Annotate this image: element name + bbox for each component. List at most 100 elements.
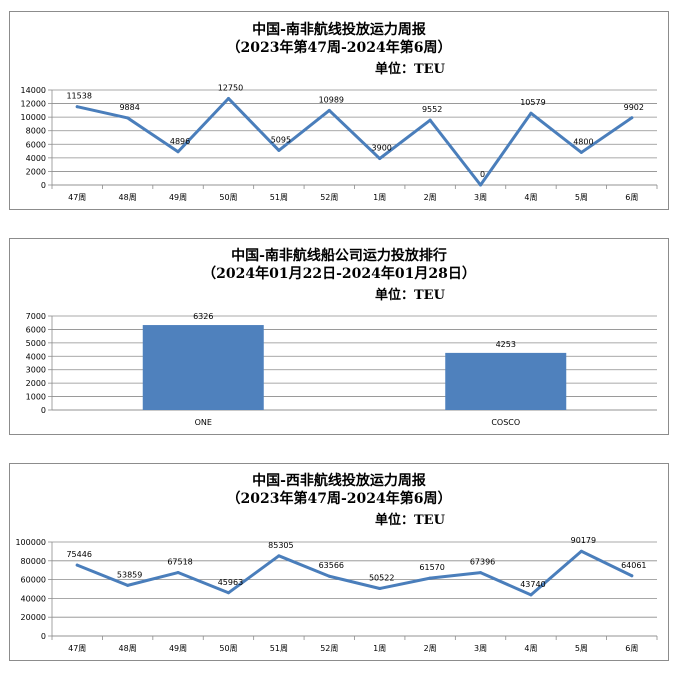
data-point [428, 118, 432, 122]
x-tick-label: 49周 [169, 193, 187, 202]
data-point [529, 593, 533, 597]
data-label: 4253 [496, 340, 516, 349]
y-tick-label: 14000 [21, 86, 46, 95]
data-label: 85305 [268, 541, 293, 550]
data-point [327, 108, 331, 112]
data-label: 12750 [218, 83, 243, 92]
data-label: 4896 [170, 137, 190, 146]
y-tick-label: 0 [41, 181, 46, 190]
x-tick-label: 1周 [373, 644, 386, 653]
y-tick-label: 2000 [26, 167, 46, 176]
data-point [75, 563, 79, 567]
data-point [479, 571, 483, 575]
x-tick-label: 50周 [219, 193, 237, 202]
line-plot: 0 20000 40000 60000 80000 100000 47周 48周 49周 50周 5… [15, 536, 658, 653]
y-tick-label: 8000 [26, 127, 46, 136]
data-point [630, 116, 634, 120]
data-point [378, 157, 382, 161]
data-point [630, 574, 634, 578]
data-point [126, 583, 130, 587]
y-tick-label: 80000 [21, 557, 46, 566]
data-label: 45963 [218, 578, 243, 587]
data-label: 10579 [520, 98, 545, 107]
data-label: 90179 [571, 536, 596, 545]
data-label: 9884 [119, 103, 139, 112]
data-point [327, 574, 331, 578]
y-tick-label: 100000 [15, 538, 46, 547]
data-label: 4800 [573, 137, 593, 146]
x-tick-label: 4周 [524, 644, 537, 653]
x-tick-label: 50周 [219, 644, 237, 653]
y-tick-label: 20000 [21, 613, 46, 622]
x-tick-label: 52周 [320, 644, 338, 653]
data-label: 11538 [66, 92, 91, 101]
south-africa-weekly-chart: 中国-南非航线投放运力周报 （2023年第47周-2024年第6周） 单位：TE… [9, 11, 669, 210]
x-tick-label: COSCO [491, 418, 520, 427]
x-tick-label: 48周 [119, 644, 137, 653]
x-tick-label: 2周 [424, 193, 437, 202]
x-tick-label: 6周 [625, 193, 638, 202]
data-point [176, 571, 180, 575]
data-label: 67396 [470, 558, 495, 567]
chart-subtitle: （2024年01月22日-2024年01月28日） [202, 266, 476, 282]
x-tick-label: 5周 [575, 644, 588, 653]
data-label: 67518 [167, 558, 192, 567]
data-label: 5095 [271, 135, 291, 144]
chart-title: 中国-南非航线船公司运力投放排行 [231, 248, 447, 264]
y-tick-label: 3000 [26, 366, 46, 375]
x-tick-label: 4周 [524, 193, 537, 202]
y-tick-label: 0 [41, 632, 46, 641]
y-tick-label: 10000 [21, 113, 46, 122]
data-label: 63566 [319, 561, 344, 570]
y-tick-label: 4000 [26, 154, 46, 163]
data-label: 9552 [422, 105, 442, 114]
y-tick-label: 12000 [21, 100, 46, 109]
y-tick-label: 4000 [26, 352, 46, 361]
y-tick-label: 0 [41, 406, 46, 415]
x-tick-label: 1周 [373, 193, 386, 202]
data-point [529, 111, 533, 115]
y-tick-label: 6000 [26, 140, 46, 149]
bar [445, 352, 567, 410]
chart-title: 中国-西非航线投放运力周报 [252, 473, 426, 489]
series-line [75, 549, 634, 597]
x-tick-label: 5周 [575, 193, 588, 202]
west-africa-weekly-chart: 中国-西非航线投放运力周报 （2023年第47周-2024年第6周） 单位：TE… [9, 463, 669, 661]
data-point [226, 591, 230, 595]
unit-label: 单位：TEU [375, 288, 445, 303]
data-point [277, 148, 281, 152]
x-tick-label: 47周 [68, 193, 86, 202]
x-tick-label: 49周 [169, 644, 187, 653]
y-tick-label: 7000 [26, 312, 46, 321]
data-point [176, 150, 180, 154]
chart-subtitle: （2023年第47周-2024年第6周） [226, 40, 452, 56]
data-point [579, 549, 583, 553]
data-point [226, 96, 230, 100]
data-point [479, 183, 483, 187]
x-tick-label: 51周 [270, 193, 288, 202]
data-point [428, 576, 432, 580]
line-plot: 0 2000 4000 6000 8000 10000 12000 14000 47周 48周 49… [21, 83, 658, 202]
unit-label: 单位：TEU [375, 513, 445, 528]
y-tick-label: 60000 [21, 576, 46, 585]
data-label: 6326 [193, 312, 213, 321]
data-point [277, 554, 281, 558]
data-point [378, 587, 382, 591]
x-tick-label: 52周 [320, 193, 338, 202]
data-label: 61570 [419, 563, 444, 572]
y-tick-label: 40000 [21, 594, 46, 603]
unit-label: 单位：TEU [375, 62, 445, 77]
chart-title: 中国-南非航线投放运力周报 [252, 22, 426, 38]
carrier-ranking-chart: 中国-南非航线船公司运力投放排行 （2024年01月22日-2024年01月28… [9, 238, 669, 435]
data-label: 3900 [372, 144, 392, 153]
x-tick-label: 51周 [270, 644, 288, 653]
data-point [579, 150, 583, 154]
data-label: 9902 [624, 103, 644, 112]
data-label: 75446 [66, 550, 91, 559]
data-point [75, 105, 79, 109]
series-line [75, 96, 634, 187]
bar-plot: 0 1000 2000 3000 4000 5000 6000 7000 6326 ONE 4253… [26, 312, 657, 427]
x-tick-label: ONE [195, 418, 212, 427]
y-tick-label: 5000 [26, 339, 46, 348]
data-label: 10989 [319, 95, 344, 104]
